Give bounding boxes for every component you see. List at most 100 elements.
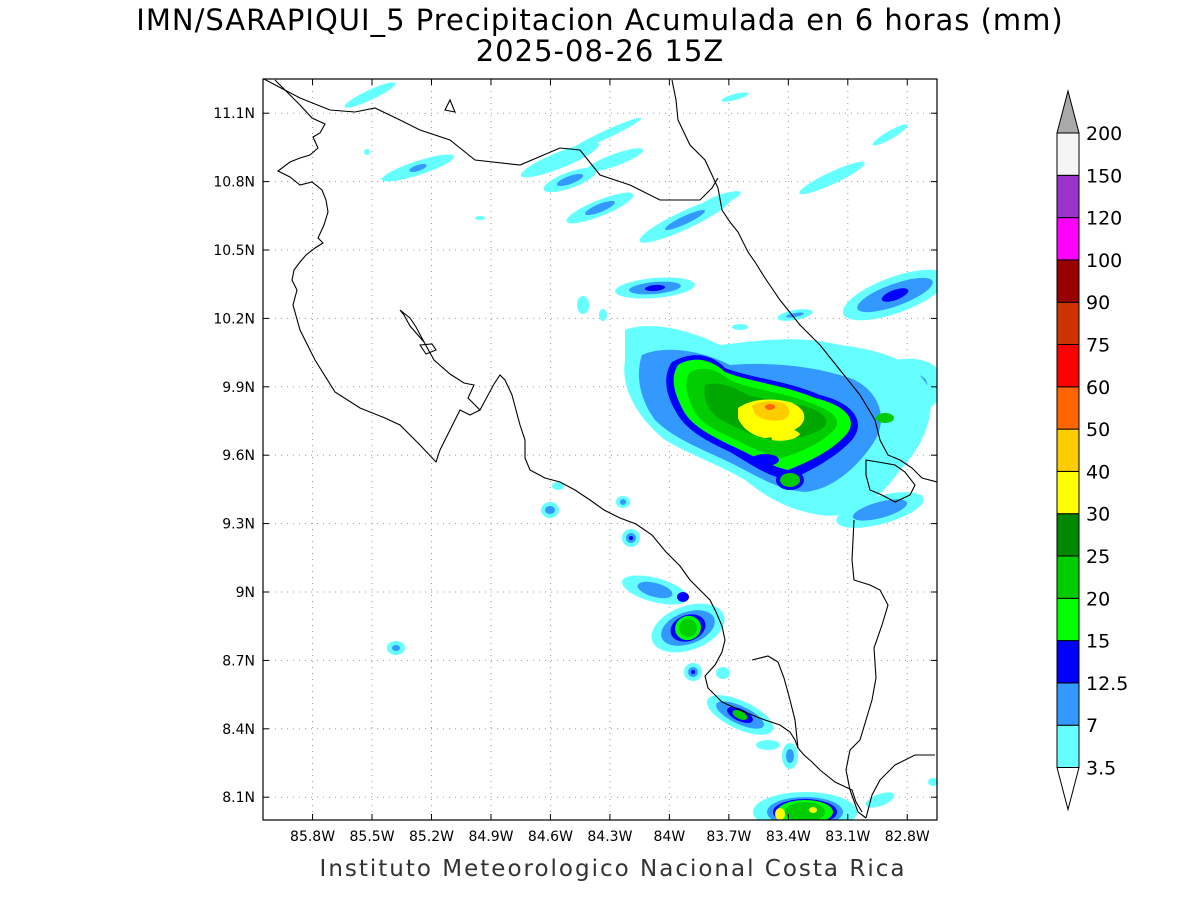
lake-island: [444, 98, 456, 113]
lon-tick-label: 84.3W: [587, 829, 632, 845]
coastlines-borders: [263, 79, 937, 819]
colorbar-swatch: [1056, 470, 1080, 515]
lon-tick-label: 85.2W: [409, 829, 454, 845]
lat-tick-label: 9.9N: [222, 380, 255, 396]
coastline-nicaragua-pacific: [274, 79, 481, 464]
colorbar-label: 7: [1086, 715, 1098, 737]
precip-cell: [677, 592, 689, 602]
map-panel: 85.8W 85.5W 85.2W 84.9W 84.6W 84.3W 84W 83.7W 83…: [213, 78, 938, 845]
precip-cell: [706, 695, 774, 735]
precip-cell: [615, 277, 695, 299]
precip-cell: [836, 492, 924, 528]
precip-cell: [872, 124, 908, 146]
lat-tick-label: 10.2N: [213, 311, 255, 327]
precip-cell: [387, 641, 405, 655]
colorbar-swatch: [1056, 513, 1080, 557]
precip-cell: [577, 296, 589, 314]
lon-tick-label: 84.9W: [468, 829, 513, 845]
colorbar-swatch: [1056, 724, 1080, 769]
colorbar-label: 40: [1086, 461, 1110, 483]
colorbar-swatch: [1056, 597, 1080, 642]
precip-cell: [622, 529, 640, 547]
colorbar-swatch: [1056, 301, 1080, 346]
border-panama-costa-rica: [845, 519, 889, 819]
precip-cell: [753, 792, 857, 820]
precip-cell: [475, 216, 485, 220]
lat-tick-label: 8.4N: [222, 722, 255, 738]
lat-tick-label: 11.1N: [213, 106, 255, 122]
precip-cell: [599, 309, 607, 321]
precip-cell: [684, 663, 702, 681]
lon-tick-label: 84W: [654, 829, 686, 845]
precip-cell: [381, 154, 455, 182]
colorbar-swatch: [1056, 174, 1080, 219]
precip-cell: [552, 482, 564, 490]
lon-tick-label: 83.7W: [706, 829, 751, 845]
precip-cell: [799, 161, 865, 195]
colorbar-swatch: [1056, 555, 1080, 599]
lon-tick-label: 83.1W: [825, 829, 870, 845]
precip-cell: [716, 667, 730, 679]
colorbar-swatch: [1056, 640, 1080, 684]
colorbar-label: 90: [1086, 292, 1110, 314]
colorbar-label: 20: [1086, 588, 1110, 610]
precip-cell: [616, 496, 630, 508]
precip-cell: [721, 92, 749, 102]
coastline-caribbean: [671, 79, 937, 483]
precip-cell: [541, 502, 559, 518]
colorbar-label: 60: [1086, 377, 1110, 399]
lat-tick-label: 8.1N: [222, 790, 255, 806]
lon-tick-label: 85.5W: [350, 829, 395, 845]
precip-cell: [622, 575, 688, 605]
colorbar-label: 25: [1086, 546, 1110, 568]
lat-tick-label: 8.7N: [222, 653, 255, 669]
precip-cell: [520, 142, 600, 178]
colorbar-swatch: [1056, 132, 1080, 176]
coastline-pacific-south: [479, 374, 863, 813]
precip-cell: [842, 269, 937, 321]
colorbar-swatch: [1056, 344, 1080, 388]
map-title: IMN/SARAPIQUI_5 Precipitacion Acumulada …: [136, 3, 1063, 37]
latitude-axis: 11.1N 10.8N 10.5N 10.2N 9.9N 9.6N 9.3N 9N 8.7N 8.…: [213, 106, 937, 806]
colorbar-label: 120: [1086, 208, 1122, 230]
coastline-panama-south: [865, 754, 935, 819]
island-gulf-nicoya: [419, 343, 437, 355]
colorbar-label: 200: [1086, 123, 1122, 145]
colorbar-label: 150: [1086, 165, 1122, 187]
precip-cell: [928, 778, 937, 786]
lat-tick-label: 9N: [236, 585, 255, 601]
lon-tick-label: 83.4W: [766, 829, 811, 845]
coastline-bocas: [865, 459, 916, 503]
footer-credit: Instituto Meteorologico Nacional Costa R…: [320, 856, 907, 882]
precip-cell: [566, 192, 634, 224]
border-nicaragua-costa-rica: [263, 79, 719, 201]
precip-cell: [865, 792, 895, 808]
colorbar-upper-triangle: [1056, 89, 1080, 134]
colorbar-label: 50: [1086, 419, 1110, 441]
colorbar-label: 75: [1086, 335, 1110, 357]
colorbar-label: 12.5: [1086, 673, 1128, 695]
lat-tick-label: 9.6N: [222, 448, 255, 464]
precip-cell: [782, 743, 798, 769]
colorbar-swatch: [1056, 259, 1080, 303]
precipitation-field: [344, 82, 937, 820]
precip-main-cluster: [624, 325, 931, 516]
lon-tick-label: 85.8W: [290, 829, 335, 845]
longitude-axis: 85.8W 85.5W 85.2W 84.9W 84.6W 84.3W 84W 83.7W 83…: [290, 79, 930, 845]
precip-cell: [639, 197, 731, 243]
colorbar-lower-triangle: [1056, 767, 1080, 812]
colorbar-label: 30: [1086, 504, 1110, 526]
lat-tick-label: 10.5N: [213, 243, 255, 259]
lon-tick-label: 82.8W: [885, 829, 930, 845]
coastline-osa: [751, 655, 799, 749]
colorbar-label: 3.5: [1086, 758, 1116, 780]
precip-cell: [756, 740, 780, 750]
precip-cell: [651, 603, 725, 653]
precip-cell: [364, 149, 370, 155]
lon-tick-label: 84.6W: [528, 829, 573, 845]
colorbar-swatch: [1056, 386, 1080, 430]
colorbar-label: 100: [1086, 250, 1122, 272]
colorbar-swatch: [1056, 428, 1080, 472]
colorbar-swatch: [1056, 217, 1080, 261]
